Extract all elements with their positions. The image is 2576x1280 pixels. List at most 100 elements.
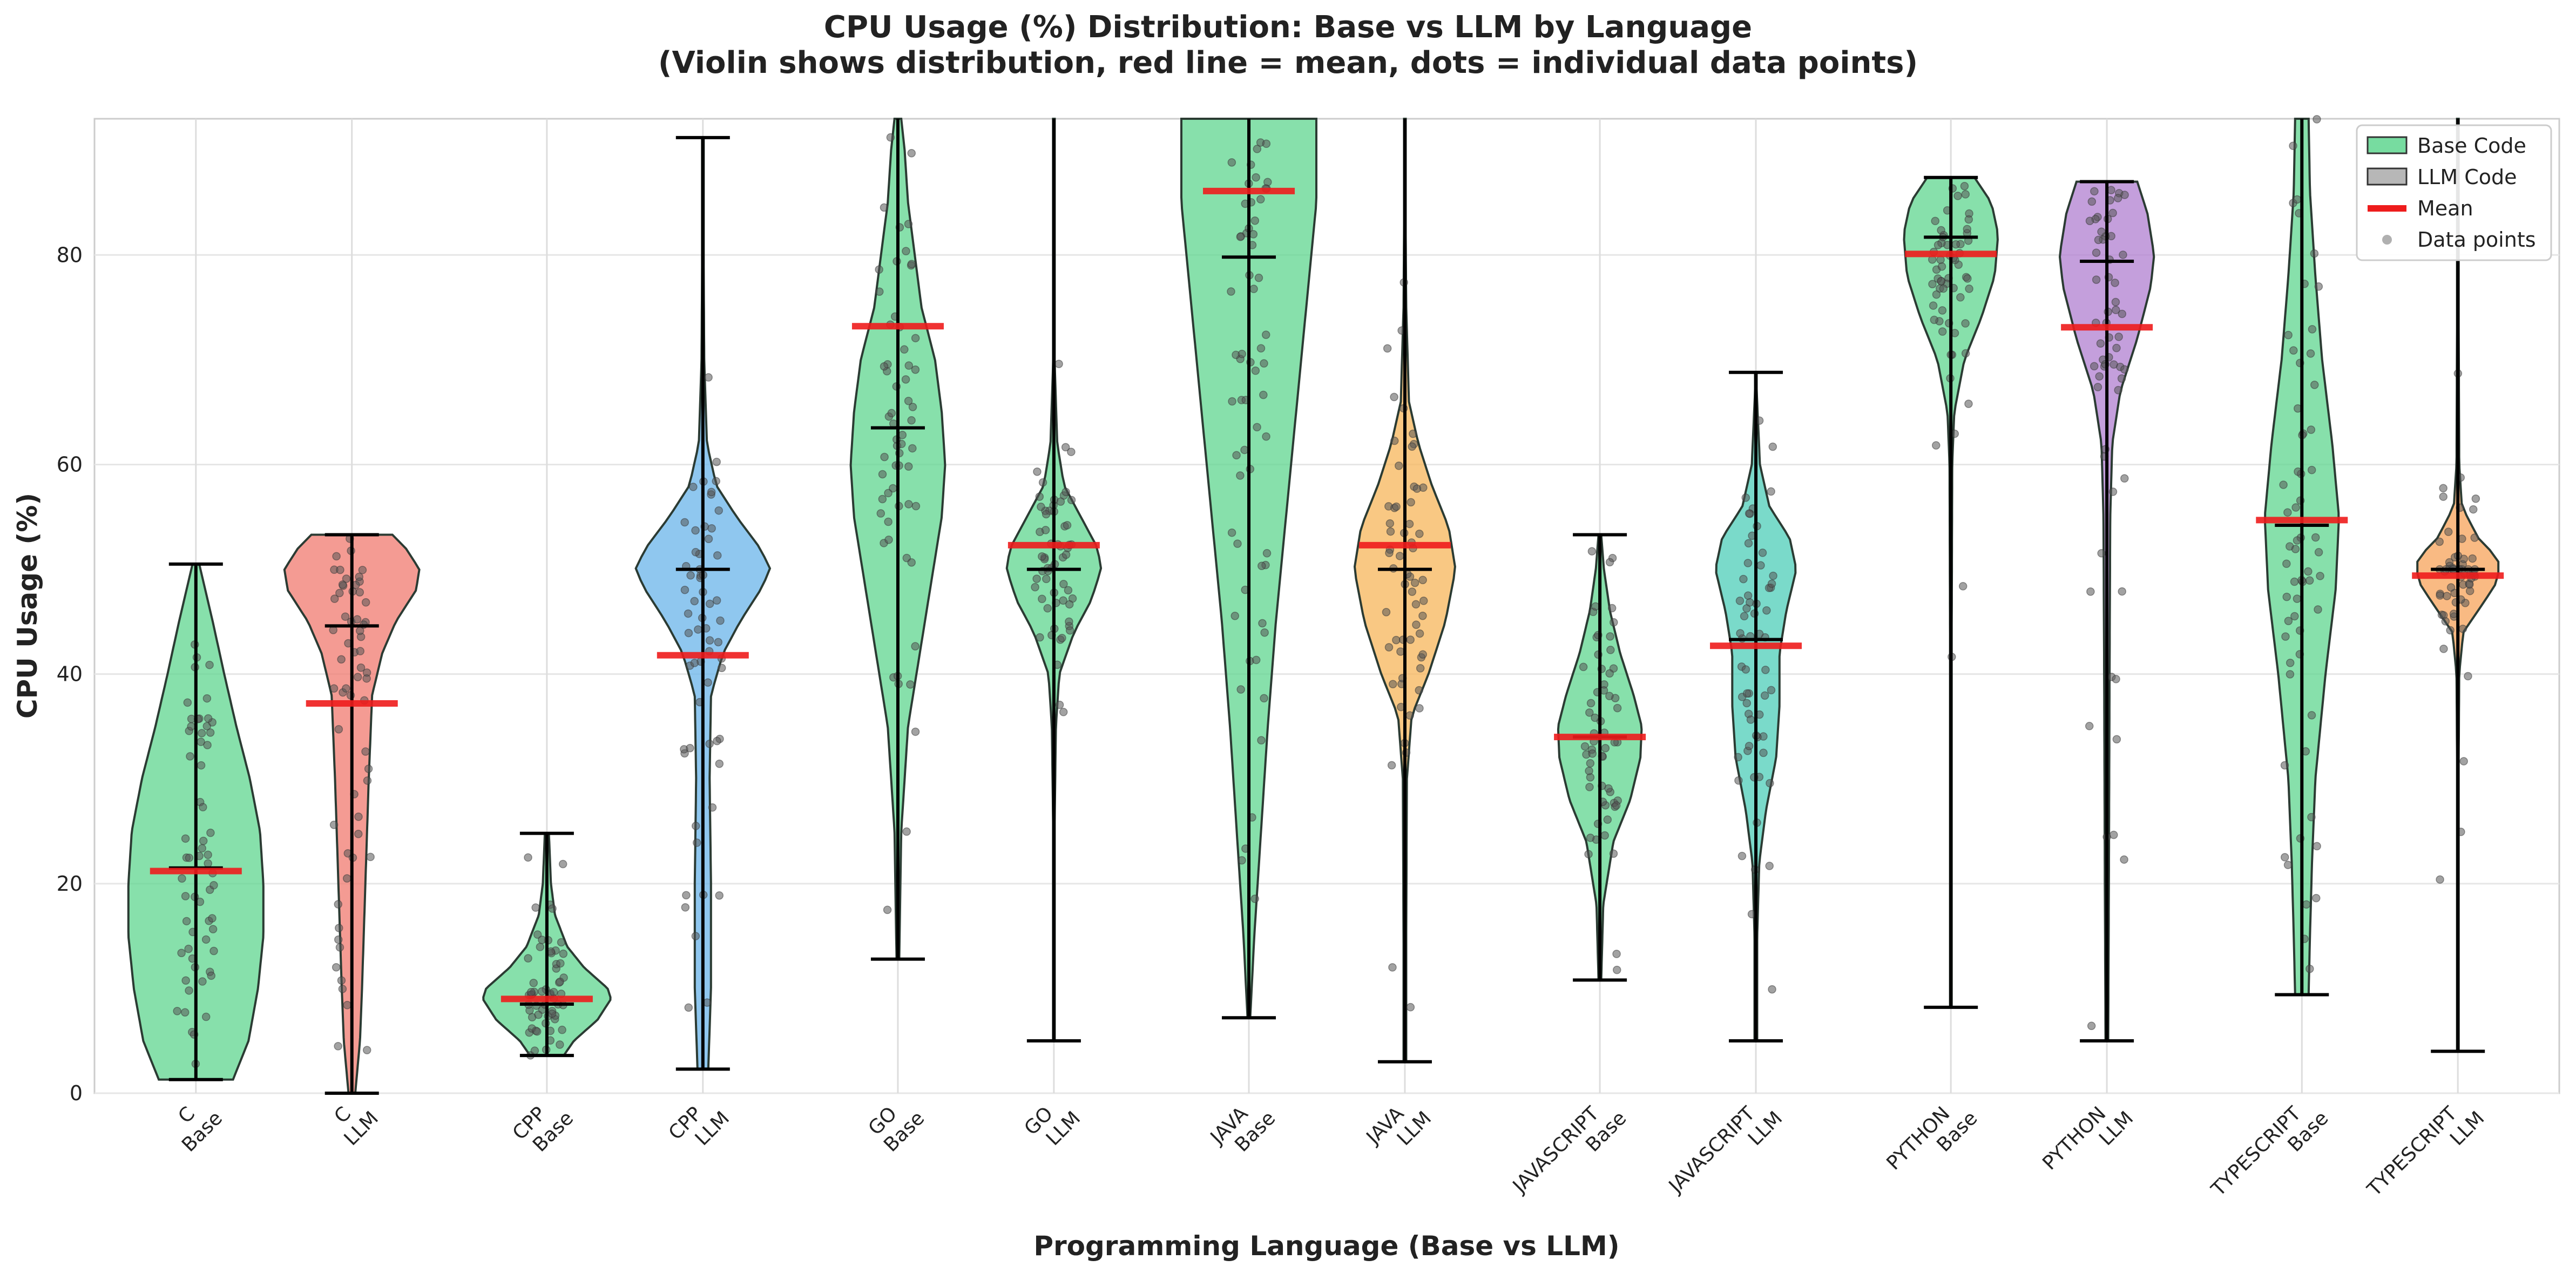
data-point	[692, 838, 701, 847]
category-language: JAVASCRIPT	[1664, 1102, 1760, 1198]
data-point	[342, 574, 351, 583]
data-point	[1063, 521, 1072, 530]
data-point	[2459, 757, 2468, 766]
data-point	[355, 588, 364, 597]
data-point	[1065, 617, 1073, 626]
data-point	[718, 663, 726, 672]
data-point	[880, 203, 889, 212]
data-point	[1937, 262, 1946, 271]
data-point	[558, 859, 567, 869]
data-point	[187, 722, 195, 731]
data-point	[556, 977, 564, 986]
data-point	[2310, 249, 2319, 258]
data-point	[2464, 672, 2472, 681]
data-point	[201, 935, 211, 944]
data-point	[702, 998, 712, 1007]
data-point	[2112, 735, 2121, 744]
data-point	[353, 615, 362, 624]
data-point	[904, 361, 914, 370]
x-category-label: GOBase	[864, 1091, 929, 1156]
data-point	[1768, 985, 1776, 994]
data-point	[2119, 250, 2127, 259]
data-point	[185, 854, 194, 862]
data-point	[337, 976, 346, 985]
data-point	[2086, 587, 2095, 596]
data-point	[704, 678, 712, 687]
data-point	[2436, 875, 2444, 884]
data-point	[878, 470, 887, 479]
data-point	[530, 1046, 539, 1055]
data-point	[2305, 964, 2314, 973]
data-point	[2097, 549, 2106, 558]
data-point	[1061, 550, 1071, 559]
data-point	[1054, 360, 1063, 368]
data-point	[680, 518, 689, 527]
data-point	[1961, 319, 1970, 328]
data-point	[2111, 297, 2120, 307]
data-point	[1257, 561, 1266, 570]
data-point	[206, 728, 215, 737]
data-point	[886, 133, 895, 142]
data-point	[691, 548, 700, 557]
data-point	[2090, 362, 2099, 371]
y-axis-title: CPU Usage (%)	[12, 493, 43, 719]
data-point	[1759, 748, 1768, 757]
category-language: TYPESCRIPT	[2363, 1102, 2462, 1201]
data-point	[559, 949, 568, 958]
data-point	[713, 551, 722, 560]
data-point	[1768, 442, 1777, 451]
data-point	[712, 457, 721, 466]
data-point	[556, 1040, 564, 1049]
data-point	[1260, 628, 1269, 637]
data-point	[1059, 596, 1067, 605]
data-point	[707, 487, 716, 497]
data-point	[1386, 527, 1395, 536]
data-point	[2468, 554, 2477, 563]
data-point	[537, 987, 546, 996]
data-point	[203, 741, 212, 749]
data-point	[902, 247, 910, 255]
data-point	[1232, 451, 1241, 459]
data-point	[714, 506, 723, 515]
data-point	[186, 752, 194, 761]
data-point	[180, 1008, 190, 1017]
data-point	[343, 1001, 351, 1010]
x-category-label: PYTHONLLM	[2038, 1091, 2138, 1190]
data-point	[536, 943, 545, 951]
data-point	[2306, 349, 2315, 358]
data-point	[2284, 617, 2293, 625]
data-point	[2108, 487, 2118, 496]
data-point	[714, 638, 723, 647]
data-point	[705, 740, 714, 748]
data-point	[1227, 287, 1235, 296]
data-point	[199, 836, 208, 845]
data-point	[1405, 519, 1414, 529]
data-point	[1252, 173, 1260, 182]
data-point	[183, 698, 192, 707]
data-point	[911, 502, 921, 511]
data-point	[1769, 571, 1777, 580]
data-point	[1254, 273, 1263, 282]
data-point	[1767, 579, 1776, 588]
data-point	[1405, 711, 1414, 720]
data-point	[1240, 445, 1249, 455]
legend-swatch	[2367, 136, 2408, 154]
data-point	[1964, 215, 1973, 224]
data-point	[1408, 587, 1417, 596]
data-point	[354, 812, 363, 821]
data-point	[1603, 815, 1612, 824]
data-point	[332, 963, 341, 972]
data-point	[713, 736, 721, 746]
data-point	[907, 558, 916, 567]
data-point	[1406, 1003, 1415, 1012]
data-point	[2313, 842, 2321, 851]
y-tick-label: 0	[70, 1081, 83, 1105]
data-point	[1230, 612, 1239, 620]
data-point	[1605, 669, 1614, 678]
legend-label: Mean	[2417, 197, 2473, 220]
data-point	[2293, 195, 2302, 204]
legend-label: Base Code	[2417, 134, 2526, 158]
data-point	[2439, 484, 2447, 493]
data-point	[2279, 480, 2288, 489]
data-point	[1958, 582, 1968, 591]
